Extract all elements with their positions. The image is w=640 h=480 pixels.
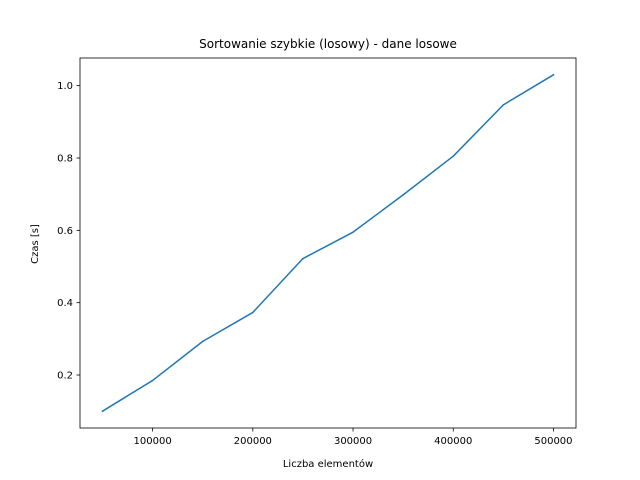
x-tick-label: 200000 (234, 436, 272, 447)
y-tick-label: 1.0 (57, 81, 73, 92)
data-point (152, 380, 154, 382)
y-tick-label: 0.6 (57, 226, 73, 237)
x-tick-label: 100000 (134, 436, 172, 447)
y-tick-label: 0.8 (57, 154, 73, 165)
data-point (202, 341, 204, 343)
x-axis-label: Liczba elementów (283, 458, 373, 470)
series-line (103, 75, 554, 411)
y-tick-label: 0.2 (57, 371, 73, 382)
x-tick-label: 300000 (334, 436, 372, 447)
data-point (352, 231, 354, 233)
x-tick-label: 500000 (534, 436, 572, 447)
x-tick-label: 400000 (434, 436, 472, 447)
chart-title: Sortowanie szybkie (losowy) - dane losow… (199, 37, 457, 51)
plot-frame (80, 58, 576, 428)
data-point (102, 410, 104, 412)
data-point (553, 74, 555, 76)
data-point (402, 194, 404, 196)
data-point (453, 155, 455, 157)
data-point (302, 258, 304, 260)
data-point (503, 104, 505, 106)
data-point (252, 312, 254, 314)
y-axis-label: Czas [s] (30, 224, 41, 264)
data-series (102, 74, 554, 412)
y-tick-label: 0.4 (57, 298, 73, 309)
